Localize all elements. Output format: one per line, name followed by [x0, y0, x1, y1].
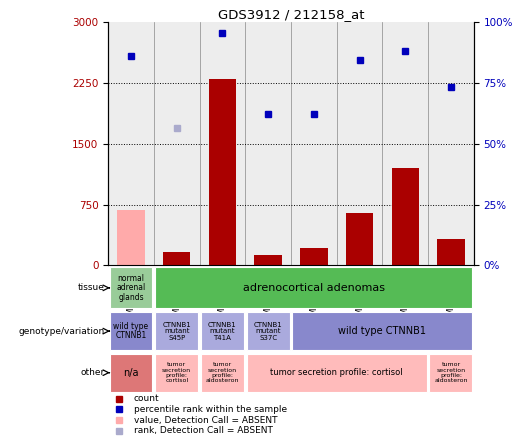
- Bar: [293, 312, 472, 350]
- Bar: [382, 22, 428, 266]
- Text: other: other: [80, 368, 105, 377]
- Bar: [155, 353, 198, 392]
- Bar: [108, 22, 154, 266]
- Text: value, Detection Call = ABSENT: value, Detection Call = ABSENT: [134, 416, 277, 424]
- Text: normal
adrenal
glands: normal adrenal glands: [116, 274, 146, 302]
- Text: tissue: tissue: [78, 283, 105, 293]
- Text: wild type
CTNNB1: wild type CTNNB1: [113, 322, 148, 341]
- Bar: [200, 22, 245, 266]
- Text: CTNNB1
mutant
S45P: CTNNB1 mutant S45P: [162, 321, 191, 341]
- Bar: [428, 22, 474, 266]
- Bar: [337, 22, 382, 266]
- Text: CTNNB1
mutant
T41A: CTNNB1 mutant T41A: [208, 321, 237, 341]
- Bar: [346, 213, 373, 266]
- Text: rank, Detection Call = ABSENT: rank, Detection Call = ABSENT: [134, 426, 272, 436]
- Bar: [300, 248, 328, 266]
- Bar: [245, 22, 291, 266]
- Bar: [110, 267, 152, 309]
- Bar: [110, 312, 152, 350]
- Text: genotype/variation: genotype/variation: [18, 327, 105, 336]
- Bar: [155, 267, 472, 309]
- Text: tumor secretion profile: cortisol: tumor secretion profile: cortisol: [270, 368, 403, 377]
- Text: wild type CTNNB1: wild type CTNNB1: [338, 326, 426, 336]
- Bar: [163, 252, 191, 266]
- Bar: [209, 79, 236, 266]
- Bar: [437, 239, 465, 266]
- Bar: [117, 210, 145, 266]
- Text: tumor
secretion
profile:
cortisol: tumor secretion profile: cortisol: [162, 362, 191, 383]
- Text: tumor
secretion
profile:
aldosteron: tumor secretion profile: aldosteron: [434, 362, 468, 383]
- Bar: [110, 353, 152, 392]
- Bar: [201, 312, 244, 350]
- Bar: [291, 22, 337, 266]
- Bar: [247, 353, 427, 392]
- Bar: [201, 353, 244, 392]
- Bar: [254, 255, 282, 266]
- Text: count: count: [134, 394, 159, 403]
- Text: n/a: n/a: [123, 368, 139, 378]
- Bar: [430, 353, 472, 392]
- Bar: [247, 312, 289, 350]
- Bar: [154, 22, 200, 266]
- Bar: [391, 168, 419, 266]
- Text: adrenocortical adenomas: adrenocortical adenomas: [243, 283, 385, 293]
- Title: GDS3912 / 212158_at: GDS3912 / 212158_at: [218, 8, 364, 21]
- Text: tumor
secretion
profile:
aldosteron: tumor secretion profile: aldosteron: [205, 362, 239, 383]
- Text: CTNNB1
mutant
S37C: CTNNB1 mutant S37C: [254, 321, 283, 341]
- Bar: [155, 312, 198, 350]
- Text: percentile rank within the sample: percentile rank within the sample: [134, 405, 287, 414]
